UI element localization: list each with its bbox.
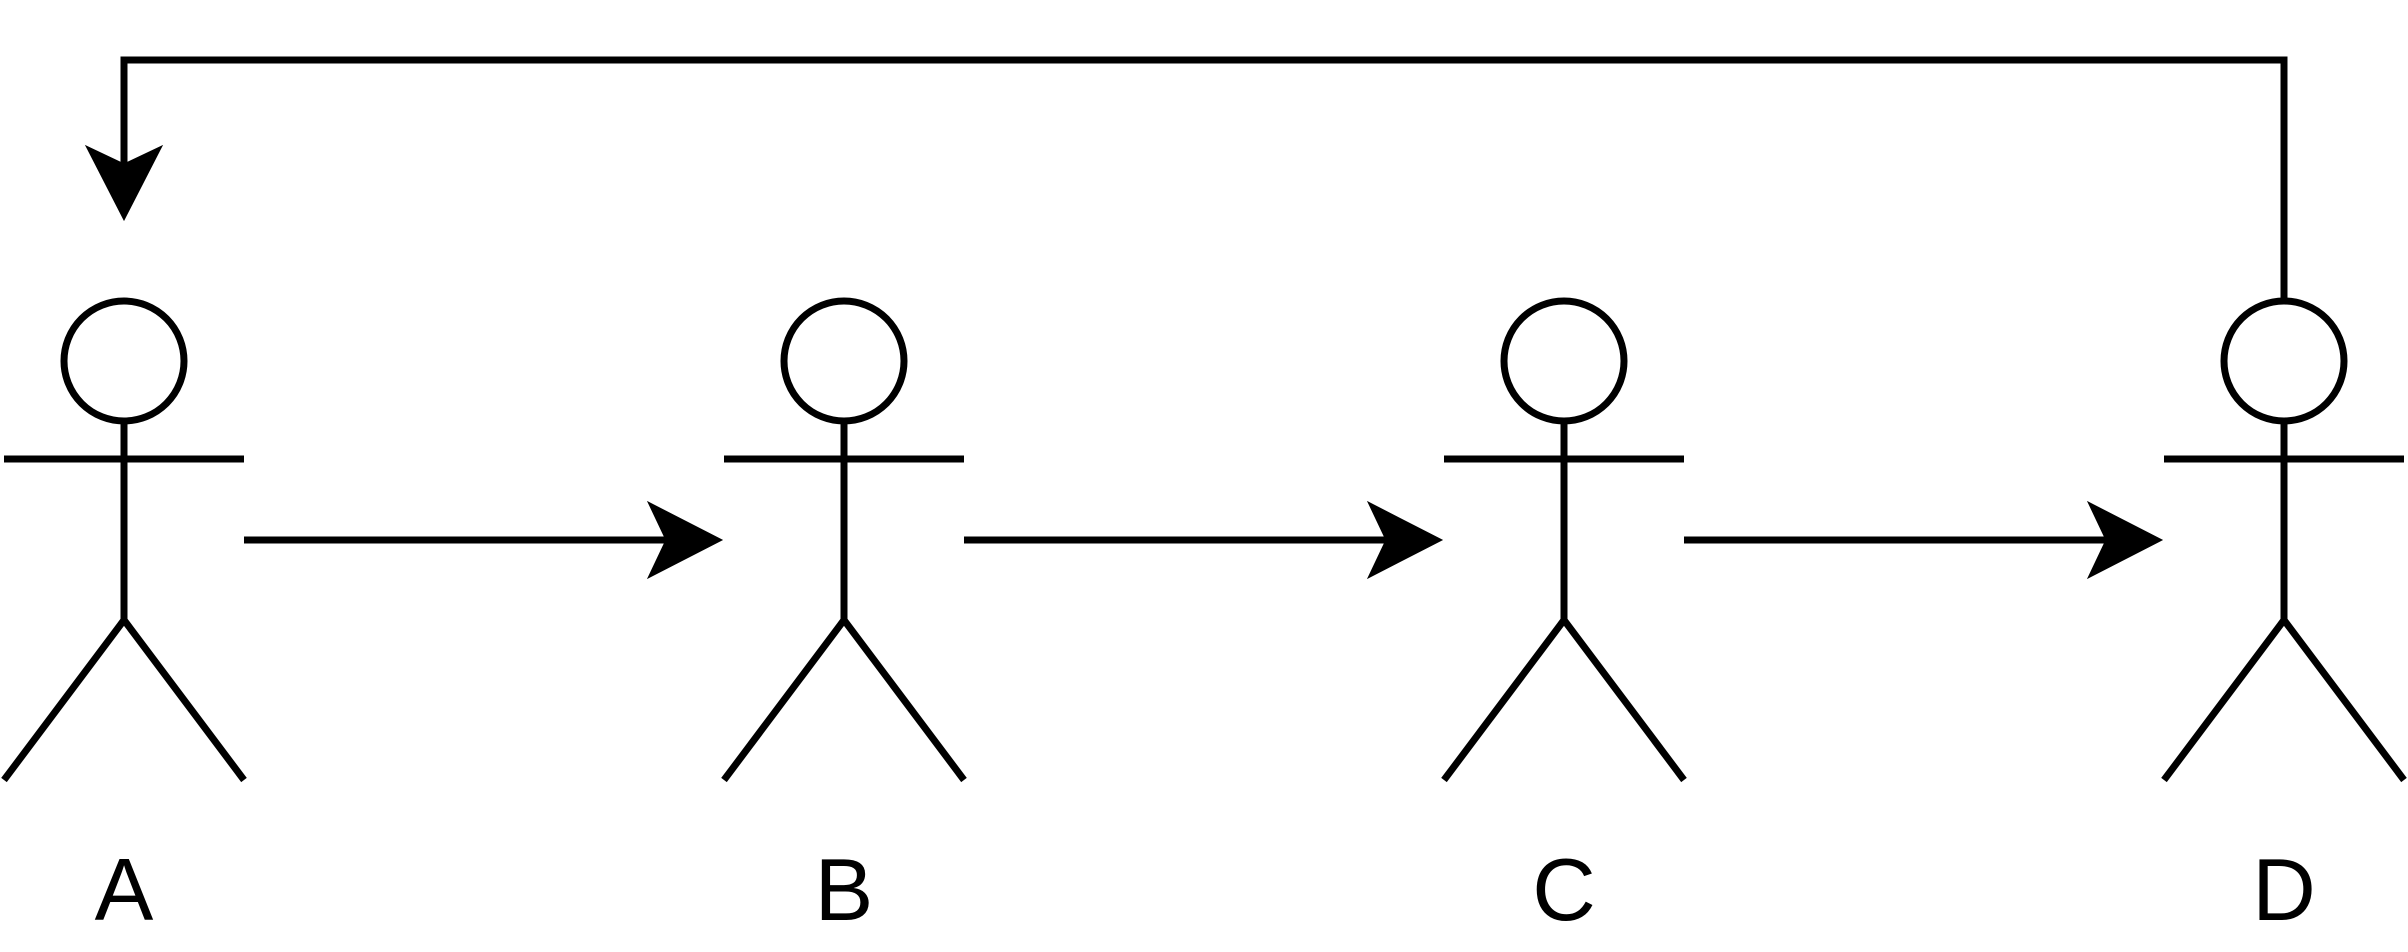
arrow-a-to-b [244,500,724,580]
actor-right-leg [841,617,967,783]
arrow-shaft [120,56,2288,301]
actor-label: D [2252,840,2316,939]
actor-right-leg [121,617,247,783]
actor-a: A [1,297,247,939]
actor-head [60,297,188,425]
actor-d: D [2161,297,2407,939]
actor-head [1500,297,1628,425]
arrowhead [2086,500,2164,580]
arrow-c-to-d [1684,500,2164,580]
actors-layer: A B C D [1,297,2407,939]
arrowhead [646,500,724,580]
actor-c: C [1441,297,1687,939]
actor-left-leg [1,617,127,783]
actor-label: A [95,840,154,939]
actor-right-leg [1561,617,1687,783]
actor-left-leg [2161,617,2287,783]
actor-head [780,297,908,425]
actor-left-leg [721,617,847,783]
arrow-b-to-c [964,500,1444,580]
actor-left-leg [1441,617,1567,783]
actor-head [2220,297,2348,425]
arrows-layer [84,56,2288,580]
actor-b: B [721,297,967,939]
actor-right-leg [2281,617,2407,783]
actor-label: B [815,840,874,939]
arrowhead [84,144,164,222]
arrowhead [1366,500,1444,580]
actor-label: C [1532,840,1596,939]
arrow-d-to-a [84,56,2288,301]
